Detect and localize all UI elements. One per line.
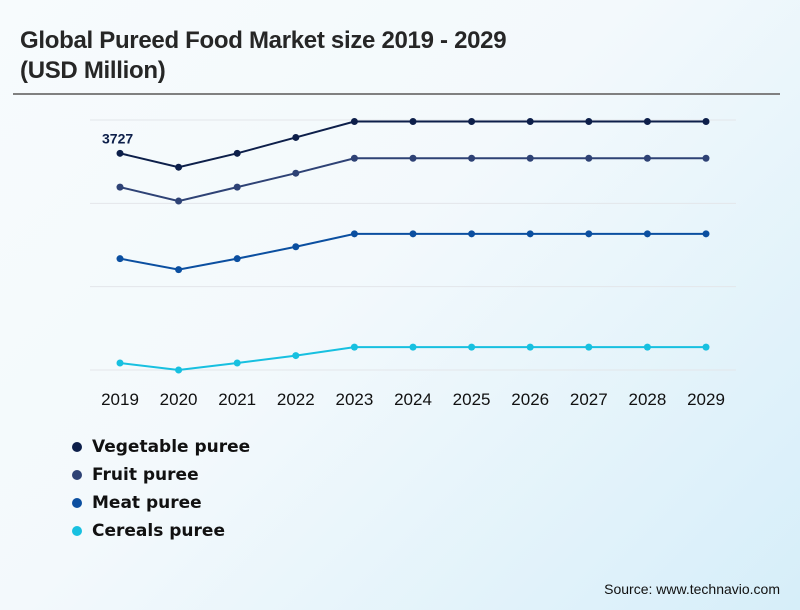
x-tick-label: 2019 [101, 390, 139, 409]
data-point[interactable] [350, 230, 358, 238]
data-point[interactable] [175, 266, 183, 274]
series-points [116, 118, 710, 374]
x-tick-label: 2023 [335, 390, 373, 409]
legend-label: Meat puree [92, 493, 202, 513]
source-note: Source: www.technavio.com [604, 581, 780, 597]
data-point[interactable] [350, 118, 358, 126]
data-point[interactable] [468, 154, 476, 162]
x-tick-label: 2027 [570, 390, 608, 409]
legend-item[interactable]: Meat puree [72, 489, 250, 517]
data-point[interactable] [468, 343, 476, 351]
x-tick-label: 2021 [218, 390, 256, 409]
data-point[interactable] [643, 230, 651, 238]
data-point[interactable] [643, 343, 651, 351]
legend-item[interactable]: Vegetable puree [72, 433, 250, 461]
data-point[interactable] [585, 118, 593, 126]
data-point[interactable] [175, 366, 183, 374]
data-point[interactable] [468, 118, 476, 126]
legend-marker-icon [72, 470, 82, 480]
data-point[interactable] [233, 183, 241, 191]
data-point[interactable] [702, 118, 710, 126]
x-axis-ticks: 2019 2020 2021 2022 2023 2024 2025 2026 2027 2028… [101, 390, 725, 409]
data-point[interactable] [409, 343, 417, 351]
data-point[interactable] [116, 149, 124, 157]
x-tick-label: 2028 [628, 390, 666, 409]
data-point[interactable] [526, 230, 534, 238]
data-point[interactable] [233, 359, 241, 367]
data-point[interactable] [702, 154, 710, 162]
data-point[interactable] [643, 118, 651, 126]
series-line-fruit-puree [119, 157, 706, 203]
data-point[interactable] [116, 255, 124, 263]
title-divider [13, 93, 780, 95]
series-line-meat-puree [119, 232, 706, 271]
legend-marker-icon [72, 498, 82, 508]
data-point[interactable] [292, 169, 300, 177]
data-point[interactable] [175, 197, 183, 205]
data-point[interactable] [116, 183, 124, 191]
legend: Vegetable puree Fruit puree Meat puree Cere… [72, 433, 250, 545]
legend-item[interactable]: Cereals puree [72, 517, 250, 545]
data-point[interactable] [526, 343, 534, 351]
data-point[interactable] [292, 133, 300, 141]
x-tick-label: 2026 [511, 390, 549, 409]
data-point[interactable] [409, 154, 417, 162]
chart-title-line1: Global Pureed Food Market size 2019 - 20… [20, 27, 507, 54]
legend-item[interactable]: Fruit puree [72, 461, 250, 489]
x-tick-label: 2020 [160, 390, 198, 409]
data-point[interactable] [409, 230, 417, 238]
data-point[interactable] [526, 154, 534, 162]
legend-marker-icon [72, 526, 82, 536]
data-point[interactable] [350, 154, 358, 162]
data-point[interactable] [643, 154, 651, 162]
annotations: 3727 [102, 130, 133, 146]
data-point[interactable] [116, 359, 124, 367]
data-point[interactable] [292, 243, 300, 251]
data-point[interactable] [233, 149, 241, 157]
data-point[interactable] [468, 230, 476, 238]
data-point[interactable] [585, 230, 593, 238]
x-tick-label: 2029 [687, 390, 725, 409]
data-point[interactable] [175, 163, 183, 171]
legend-label: Vegetable puree [92, 437, 251, 457]
data-point[interactable] [585, 343, 593, 351]
x-tick-label: 2022 [277, 390, 315, 409]
data-point[interactable] [526, 118, 534, 126]
data-point[interactable] [292, 352, 300, 360]
chart-title-line2: (USD Million) [20, 57, 166, 84]
legend-label: Cereals puree [92, 521, 225, 541]
legend-label: Fruit puree [92, 465, 199, 485]
data-point[interactable] [585, 154, 593, 162]
data-point[interactable] [702, 343, 710, 351]
data-point[interactable] [409, 118, 417, 126]
data-point[interactable] [233, 255, 241, 263]
x-tick-label: 2024 [394, 390, 432, 409]
legend-marker-icon [72, 442, 82, 452]
data-label: 3727 [102, 130, 133, 146]
x-tick-label: 2025 [453, 390, 491, 409]
data-point[interactable] [702, 230, 710, 238]
chart-title: Global Pureed Food Market size 2019 - 20… [20, 26, 507, 86]
data-point[interactable] [350, 343, 358, 351]
